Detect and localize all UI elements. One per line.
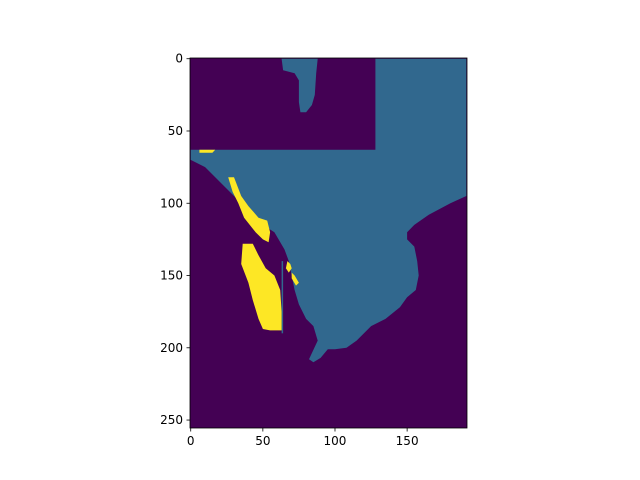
- axes-frame: [189, 57, 468, 429]
- heatmap-image: [190, 58, 467, 428]
- blue-region-2: [281, 261, 284, 334]
- y-tick-label: 100: [160, 196, 183, 210]
- y-axis: 0 50 100 150 200 250: [160, 52, 190, 427]
- yellow-region-5: [199, 149, 216, 153]
- y-tick-label: 0: [175, 52, 183, 66]
- yellow-region-6: [285, 261, 292, 273]
- blue-region-1: [281, 58, 318, 113]
- y-tick-label: 150: [160, 269, 183, 283]
- x-tick-label: 100: [324, 434, 347, 448]
- yellow-region-4: [241, 243, 282, 331]
- x-tick-label: 0: [187, 434, 195, 448]
- yellow-region-3: [228, 177, 271, 243]
- x-tick-label: 50: [255, 434, 270, 448]
- x-axis: 0 50 100 150: [187, 428, 419, 448]
- y-tick-label: 200: [160, 341, 183, 355]
- x-tick-label: 150: [396, 434, 419, 448]
- y-tick-label: 50: [168, 124, 183, 138]
- blue-region-0: [190, 58, 467, 363]
- yellow-region-7: [291, 272, 299, 286]
- y-tick-label: 250: [160, 413, 183, 427]
